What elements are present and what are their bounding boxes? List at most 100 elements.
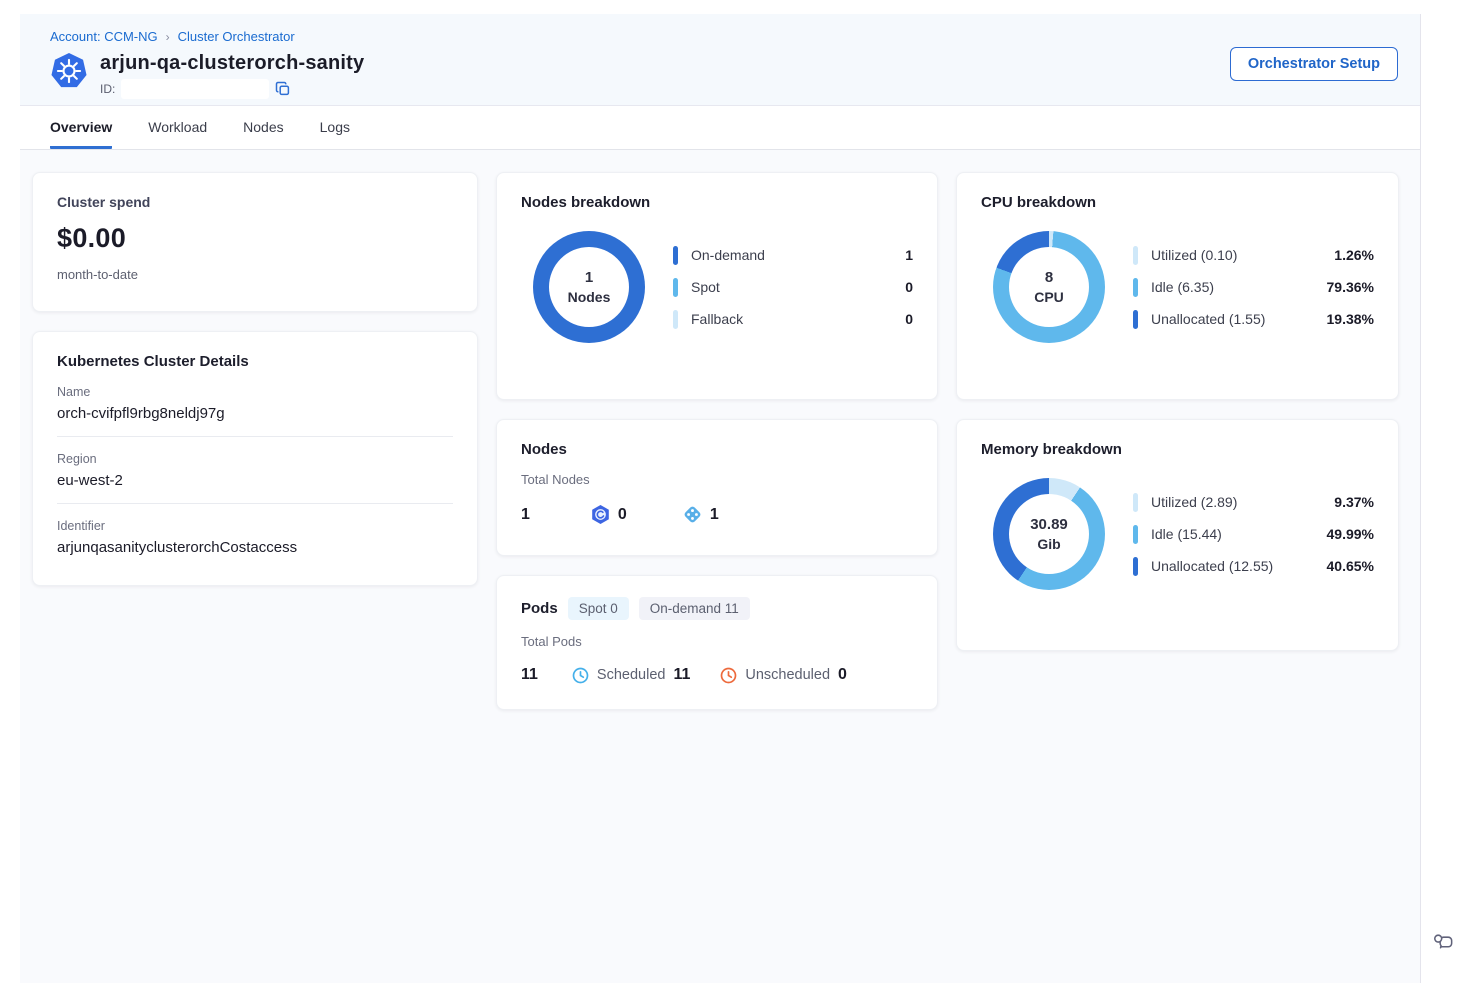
cluster-spend-card: Cluster spend $0.00 month-to-date [32,172,478,312]
legend-label: Unallocated (12.55) [1151,558,1274,574]
memory-breakdown-title: Memory breakdown [981,441,1122,458]
total-pods-label: Total Pods [521,634,582,649]
total-nodes-value: 1 [521,505,530,523]
nodes-breakdown-title: Nodes breakdown [521,194,651,211]
pods-card: Pods Spot 0 On-demand 11 Total Pods 11 S… [496,575,938,710]
cpu-breakdown-title: CPU breakdown [981,194,1097,211]
spot-pods-badge: Spot 0 [567,597,629,620]
breadcrumb-account-link[interactable]: Account: CCM-NG [50,29,158,44]
legend-label: Utilized (0.10) [1151,247,1238,263]
spot-nodes-count: 0 [617,505,627,523]
detail-label: Region [57,452,97,466]
unscheduled-clock-icon [721,667,737,683]
legend-value: 0 [905,279,913,295]
unscheduled-label: Unscheduled [745,667,831,683]
legend-label: Unallocated (1.55) [1151,311,1266,327]
legend-chip [673,245,678,265]
breadcrumb: Account: CCM-NG › Cluster Orchestrator [50,29,1398,44]
legend-chip [1133,309,1138,329]
detail-field-name: Name orch-cvifpfl9rbg8neldj97g [57,385,453,437]
legend-value: 0 [905,311,913,327]
donut-center-label: Gib [1037,536,1061,552]
detail-value: eu-west-2 [57,472,123,489]
divider [57,503,453,504]
legend-label: Idle (15.44) [1151,526,1222,542]
cluster-details-title: Kubernetes Cluster Details [57,353,249,370]
detail-field-region: Region eu-west-2 [57,452,453,504]
donut-center-label: Nodes [567,289,611,305]
legend-value: 49.99% [1326,526,1374,542]
legend-row-utilized: Utilized (0.10) 1.26% [1133,245,1374,265]
cluster-orchestrator-page: Account: CCM-NG › Cluster Orchestrator [20,14,1421,983]
total-pods-value: 11 [521,666,538,683]
page-header: Account: CCM-NG › Cluster Orchestrator [20,14,1420,105]
memory-breakdown-card: Memory breakdown 30.89 Gib Utilized (2.8… [956,419,1399,651]
legend-row-fallback: Fallback 0 [673,309,913,329]
divider [57,436,453,437]
legend-value: 9.37% [1334,494,1374,510]
tab-nodes[interactable]: Nodes [243,119,284,135]
legend-chip [1133,277,1138,297]
on-demand-nodes-count: 1 [709,505,719,523]
donut-center-label: CPU [1034,289,1064,305]
chat-help-icon[interactable] [1432,930,1455,953]
spot-node-icon [592,504,609,525]
cpu-breakdown-card: CPU breakdown 8 CPU Utilized (0.10) [956,172,1399,400]
legend-row-utilized: Utilized (2.89) 9.37% [1133,492,1374,512]
legend-chip [1133,245,1138,265]
detail-value: arjunqasanityclusterorchCostaccess [57,539,298,556]
nodes-breakdown-card: Nodes breakdown 1 Nodes On-demand 1 [496,172,938,400]
nodes-card-title: Nodes [521,441,567,458]
legend-chip [673,309,678,329]
id-label: ID: [100,82,116,96]
tab-workload[interactable]: Workload [148,119,208,135]
total-nodes-label: Total Nodes [521,472,590,487]
nodes-card: Nodes Total Nodes 1 0 [496,419,938,556]
cpu-donut-chart [993,231,1105,343]
breadcrumb-separator-icon: › [165,29,170,44]
detail-field-identifier: Identifier arjunqasanityclusterorchCosta… [57,519,453,556]
scheduled-count: 11 [673,666,691,683]
legend-chip [1133,524,1138,544]
legend-label: Spot [691,279,720,295]
legend-chip [1133,556,1138,576]
orchestrator-setup-button[interactable]: Orchestrator Setup [1229,47,1398,81]
cluster-spend-period: month-to-date [57,267,138,282]
cluster-spend-amount: $0.00 [57,223,127,253]
legend-value: 79.36% [1326,279,1374,295]
donut-center-value: 8 [1044,269,1054,286]
detail-value: orch-cvifpfl9rbg8neldj97g [57,405,225,422]
cluster-details-card: Kubernetes Cluster Details Name orch-cvi… [32,331,478,586]
tab-overview[interactable]: Overview [50,106,113,149]
legend-value: 1.26% [1334,247,1374,263]
tab-bar: Overview Workload Nodes Logs [20,105,1420,150]
nodes-donut-chart [533,231,645,343]
memory-donut-chart [993,478,1105,590]
cluster-id-value [121,79,270,99]
donut-center-value: 30.89 [1030,516,1068,533]
pods-card-title: Pods [521,600,558,617]
page-title: arjun-qa-clusterorch-sanity [100,52,365,74]
legend-row-spot: Spot 0 [673,277,913,297]
on-demand-node-icon [684,506,701,523]
legend-row-unallocated: Unallocated (1.55) 19.38% [1133,309,1374,329]
legend-label: Fallback [691,311,744,327]
breadcrumb-section-link[interactable]: Cluster Orchestrator [177,29,295,44]
detail-label: Identifier [57,519,105,533]
unscheduled-count: 0 [838,666,847,683]
cluster-spend-title: Cluster spend [57,194,151,210]
copy-icon[interactable] [275,81,291,97]
kubernetes-icon [51,53,87,88]
legend-row-idle: Idle (6.35) 79.36% [1133,277,1374,297]
legend-row-on-demand: On-demand 1 [673,245,913,265]
legend-chip [1133,492,1138,512]
on-demand-pods-badge: On-demand 11 [638,597,750,620]
legend-label: Idle (6.35) [1151,279,1215,295]
tab-logs[interactable]: Logs [319,119,350,135]
legend-label: Utilized (2.89) [1151,494,1238,510]
legend-row-idle: Idle (15.44) 49.99% [1133,524,1374,544]
legend-row-unallocated: Unallocated (12.55) 40.65% [1133,556,1374,576]
legend-value: 40.65% [1326,558,1374,574]
legend-value: 19.38% [1326,311,1374,327]
scheduled-clock-icon [572,667,589,683]
